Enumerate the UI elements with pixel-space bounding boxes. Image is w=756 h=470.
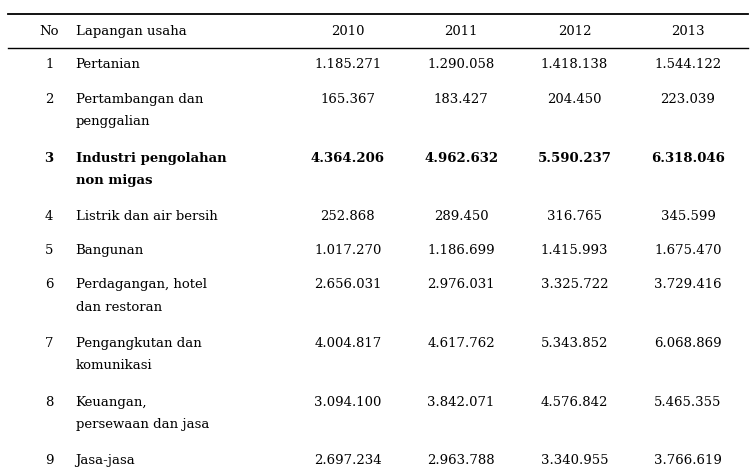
Text: 5.343.852: 5.343.852 [541,337,609,350]
Text: 6.068.869: 6.068.869 [654,337,722,350]
Text: 3.842.071: 3.842.071 [427,396,495,408]
Text: 223.039: 223.039 [661,93,715,106]
Text: 4.962.632: 4.962.632 [424,152,498,164]
Text: Pertanian: Pertanian [76,58,141,71]
Text: 2.963.788: 2.963.788 [427,454,495,467]
Text: 1.415.993: 1.415.993 [541,243,609,257]
Text: 1.290.058: 1.290.058 [428,58,494,71]
Text: 2.697.234: 2.697.234 [314,454,382,467]
Text: komunikasi: komunikasi [76,360,152,372]
Text: 1.418.138: 1.418.138 [541,58,608,71]
Text: 9: 9 [45,454,54,467]
Text: Lapangan usaha: Lapangan usaha [76,24,186,38]
Text: 1: 1 [45,58,54,71]
Text: 4.004.817: 4.004.817 [314,337,381,350]
Text: Industri pengolahan: Industri pengolahan [76,152,226,164]
Text: Pertambangan dan: Pertambangan dan [76,93,203,106]
Text: 2.976.031: 2.976.031 [427,278,495,291]
Text: 2.656.031: 2.656.031 [314,278,382,291]
Text: 5.590.237: 5.590.237 [538,152,612,164]
Text: 8: 8 [45,396,54,408]
Text: Keuangan,: Keuangan, [76,396,147,408]
Text: Pengangkutan dan: Pengangkutan dan [76,337,201,350]
Text: 2: 2 [45,93,54,106]
Text: non migas: non migas [76,174,152,187]
Text: 4.364.206: 4.364.206 [311,152,385,164]
Text: 252.868: 252.868 [321,210,375,223]
Text: 2012: 2012 [558,24,591,38]
Text: 345.599: 345.599 [661,210,715,223]
Text: 3.094.100: 3.094.100 [314,396,382,408]
Text: 7: 7 [45,337,54,350]
Text: Perdagangan, hotel: Perdagangan, hotel [76,278,206,291]
Text: dan restoran: dan restoran [76,301,162,313]
Text: 204.450: 204.450 [547,93,602,106]
Text: 6.318.046: 6.318.046 [651,152,725,164]
Text: 5: 5 [45,243,54,257]
Text: 183.427: 183.427 [434,93,488,106]
Text: 4: 4 [45,210,54,223]
Text: 165.367: 165.367 [321,93,375,106]
Text: 6: 6 [45,278,54,291]
Text: 289.450: 289.450 [434,210,488,223]
Text: 3.340.955: 3.340.955 [541,454,609,467]
Text: Jasa-jasa: Jasa-jasa [76,454,135,467]
Text: No: No [39,24,59,38]
Text: 4.576.842: 4.576.842 [541,396,609,408]
Text: 316.765: 316.765 [547,210,602,223]
Text: 3.766.619: 3.766.619 [654,454,722,467]
Text: 3.729.416: 3.729.416 [654,278,722,291]
Text: penggalian: penggalian [76,116,150,128]
Text: 2011: 2011 [445,24,478,38]
Text: 1.675.470: 1.675.470 [654,243,722,257]
Text: 3.325.722: 3.325.722 [541,278,609,291]
Text: 3: 3 [45,152,54,164]
Text: 1.017.270: 1.017.270 [314,243,382,257]
Text: 2013: 2013 [671,24,705,38]
Text: 5.465.355: 5.465.355 [654,396,722,408]
Text: 2010: 2010 [331,24,364,38]
Text: 1.185.271: 1.185.271 [314,58,381,71]
Text: persewaan dan jasa: persewaan dan jasa [76,418,209,431]
Text: 4.617.762: 4.617.762 [427,337,495,350]
Text: Bangunan: Bangunan [76,243,144,257]
Text: 1.186.699: 1.186.699 [427,243,495,257]
Text: Listrik dan air bersih: Listrik dan air bersih [76,210,218,223]
Text: 1.544.122: 1.544.122 [655,58,721,71]
